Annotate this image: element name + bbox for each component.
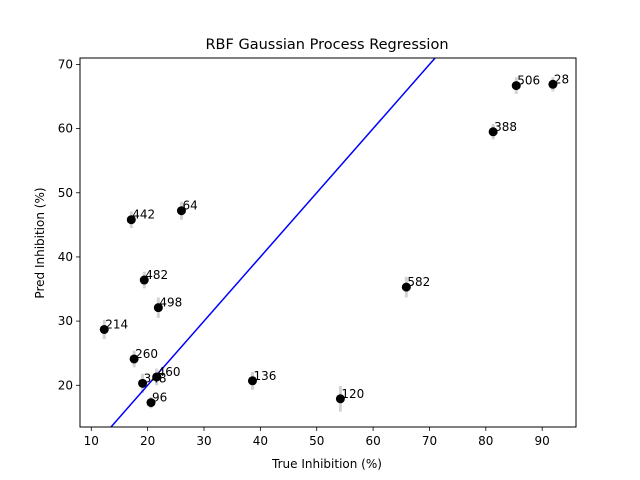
x-axis: 10 20 30 40 50 60 70 80 90 [84, 427, 550, 448]
point-label: 498 [159, 296, 182, 310]
point-label: 64 [182, 199, 197, 213]
y-axis-title: Pred Inhibition (%) [33, 187, 47, 298]
data-point [153, 303, 163, 313]
x-tick-label: 20 [140, 434, 155, 448]
x-tick-label: 80 [478, 434, 493, 448]
point-label: 260 [135, 347, 158, 361]
point-label: 388 [494, 120, 517, 134]
y-tick-label: 60 [58, 122, 73, 136]
y-tick-label: 40 [58, 250, 73, 264]
data-point [152, 372, 162, 382]
point-label: 582 [407, 275, 430, 289]
data-point [126, 215, 136, 225]
point-label: 506 [517, 74, 540, 88]
point-label: 460 [158, 365, 181, 379]
plot-frame [79, 57, 577, 428]
data-point [146, 398, 156, 408]
data-point [138, 378, 148, 388]
x-tick-label: 10 [84, 434, 99, 448]
y-tick-label: 30 [58, 314, 73, 328]
data-point [511, 81, 521, 91]
x-tick-label: 50 [309, 434, 324, 448]
point-label: 214 [105, 317, 128, 331]
error-bars [102, 77, 555, 412]
point-label: 136 [253, 369, 276, 383]
identity-line [110, 57, 436, 428]
y-tick-label: 20 [58, 378, 73, 392]
y-tick-label: 50 [58, 186, 73, 200]
x-tick-label: 30 [196, 434, 211, 448]
point-label: 28 [554, 72, 569, 86]
data-points [99, 79, 558, 408]
data-point [548, 79, 558, 89]
data-point [129, 354, 139, 364]
reference-line [110, 57, 436, 428]
data-point [176, 206, 186, 216]
data-point [247, 376, 257, 386]
data-point [99, 324, 109, 334]
y-axis: 20 30 40 50 60 70 [58, 57, 80, 392]
x-tick-label: 40 [253, 434, 268, 448]
data-point [488, 127, 498, 137]
data-point [335, 394, 345, 404]
data-point [139, 275, 149, 285]
point-label: 482 [145, 268, 168, 282]
data-point [401, 282, 411, 292]
point-label: 442 [132, 208, 155, 222]
point-label: 348 [144, 371, 167, 385]
y-tick-label: 70 [58, 57, 73, 71]
x-tick-label: 70 [422, 434, 437, 448]
x-tick-label: 60 [365, 434, 380, 448]
chart-title: RBF Gaussian Process Regression [205, 37, 448, 53]
x-tick-label: 90 [535, 434, 550, 448]
point-label: 96 [152, 391, 167, 405]
point-label: 120 [341, 387, 364, 401]
x-axis-title: True Inhibition (%) [271, 457, 382, 471]
